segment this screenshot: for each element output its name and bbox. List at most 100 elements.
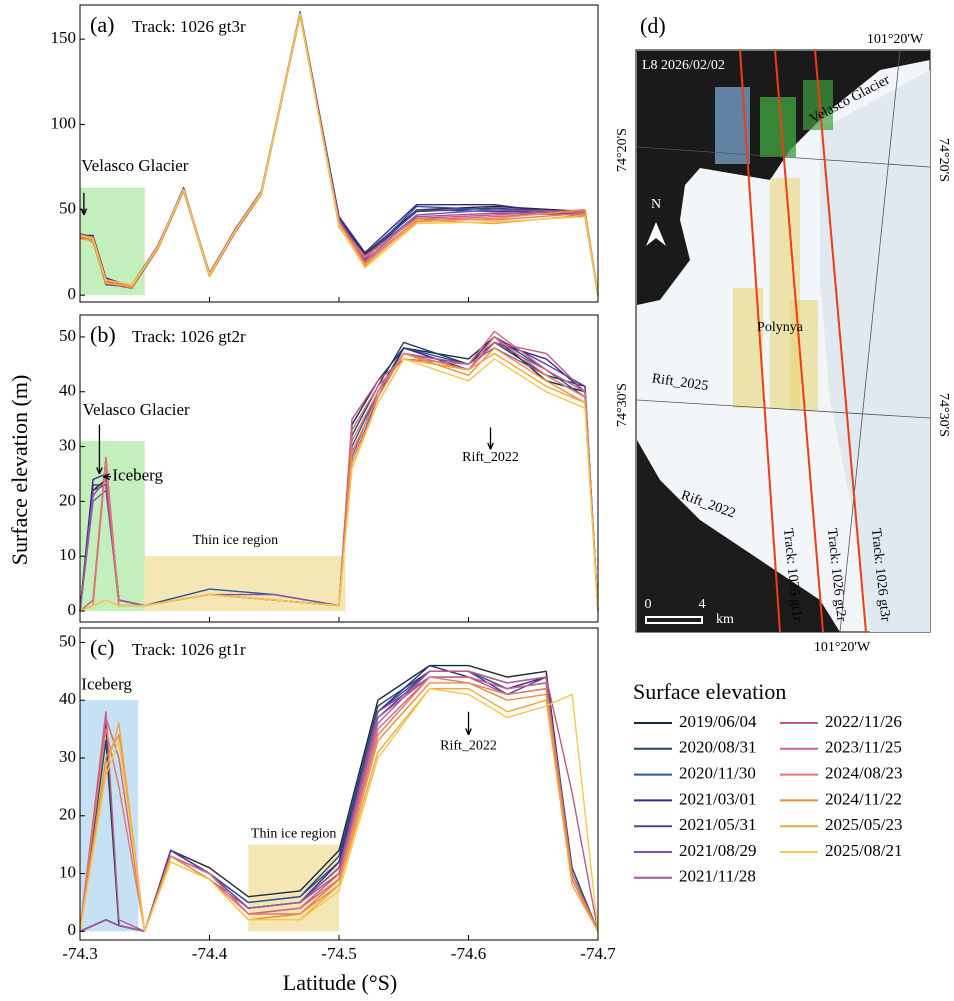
glacier-box [760,97,796,157]
scale-bar [645,616,703,624]
annotation: Velasco Glacier [83,400,190,419]
series-line [80,12,599,296]
graticule [839,50,901,633]
series-line [79,676,599,932]
lat-label: 74°30'S [936,393,951,437]
x-tick-label: -74.4 [192,944,228,963]
lat-label: 74°20'S [615,128,630,172]
arrow-head [96,467,103,475]
series-line [79,14,599,294]
shaded-region [248,844,339,932]
lat-label: 74°20'S [936,138,951,182]
shaded-region [144,556,346,612]
annotation: Velasco Glacier [81,156,188,175]
y-tick-label: 0 [68,284,77,303]
open-water [637,440,840,632]
annotation: Thin ice region [193,533,279,548]
legend-label: 2021/08/29 [679,841,756,860]
series-line [79,12,599,296]
series-line [79,12,599,296]
panel-title: Track: 1026 gt1r [132,640,246,659]
x-tick-label: -74.3 [62,944,97,963]
y-tick-label: 30 [59,747,76,766]
panel-label: (c) [90,635,114,660]
legend-label: 2019/06/04 [679,712,757,731]
series-line [79,676,599,932]
annotation: Iceberg [81,675,132,694]
y-tick-label: 50 [59,326,76,345]
legend-label: 2020/11/30 [679,764,756,783]
image-label: L8 2026/02/02 [642,58,725,73]
lat-label: 74°30'S [615,383,630,427]
annotation: Thin ice region [251,826,337,841]
legend-label: 2020/08/31 [679,738,756,757]
series-line [80,12,599,296]
y-tick-label: 50 [59,199,76,218]
annotation: Rift_2022 [462,450,519,465]
polynya-label: Polynya [757,320,804,335]
track-line [774,49,824,633]
series-line [79,12,599,294]
legend-label: 2025/08/21 [825,841,902,860]
x-tick-label: -74.6 [451,944,486,963]
north-label: N [651,197,661,212]
y-tick-label: 0 [68,920,77,939]
y-axis-title: Surface elevation (m) [7,375,32,566]
legend-label: 2024/11/22 [825,789,902,808]
panel-label: (a) [90,12,114,37]
series-line [79,14,599,294]
arrow-head [103,473,111,481]
legend-label: 2021/03/01 [679,789,756,808]
scale-label: 0 [645,597,652,612]
series-line [79,670,599,932]
series-line [79,12,599,296]
x-tick-label: -74.7 [580,944,616,963]
y-tick-label: 20 [59,490,76,509]
x-axis-title: Latitude (°S) [283,970,398,995]
annotation: Iceberg [112,466,163,485]
series-line [79,358,599,612]
lon-label: 101°20'W [814,640,871,655]
map: (d) L8 2026/02/02 101°20'W 101°20'W 74°2… [615,13,951,655]
y-tick-label: 30 [59,435,76,454]
plot-frame [79,4,599,303]
legend-label: 2024/08/23 [825,764,902,783]
panel-label: (b) [90,322,116,347]
series-line [79,12,599,294]
y-tick-label: 150 [51,28,77,47]
series-line [80,11,599,296]
legend-label: 2021/11/28 [679,867,756,886]
series-line [79,688,599,932]
track-line [739,49,781,633]
open-water [637,51,930,305]
y-tick-label: 10 [59,545,76,564]
lon-label: 101°20'W [867,32,924,47]
y-tick-label: 0 [68,600,77,619]
legend-label: 2021/05/31 [679,815,756,834]
series-line [79,12,599,296]
panel-title: Track: 1026 gt3r [132,17,246,36]
panel-title: Track: 1026 gt2r [132,327,246,346]
y-tick-label: 40 [59,689,76,708]
y-tick-label: 20 [59,805,76,824]
graticule [636,399,931,419]
y-tick-label: 40 [59,381,76,400]
legend-label: 2022/11/26 [825,712,902,731]
arrow-head [465,728,472,736]
x-tick-label: -74.5 [321,944,356,963]
panel-label: (d) [640,13,666,38]
track-line [814,49,867,633]
annotation: Rift_2022 [440,739,497,754]
y-tick-label: 10 [59,862,76,881]
arrow-head [487,442,494,450]
y-tick-label: 50 [59,631,76,650]
legend-label: 2025/05/23 [825,815,902,834]
y-tick-label: 100 [51,113,77,132]
arrow-head [80,208,88,216]
north-arrow [646,222,666,246]
legend-title: Surface elevation [633,679,786,704]
scale-label: km [716,612,734,627]
scale-label: 4 [699,597,706,612]
